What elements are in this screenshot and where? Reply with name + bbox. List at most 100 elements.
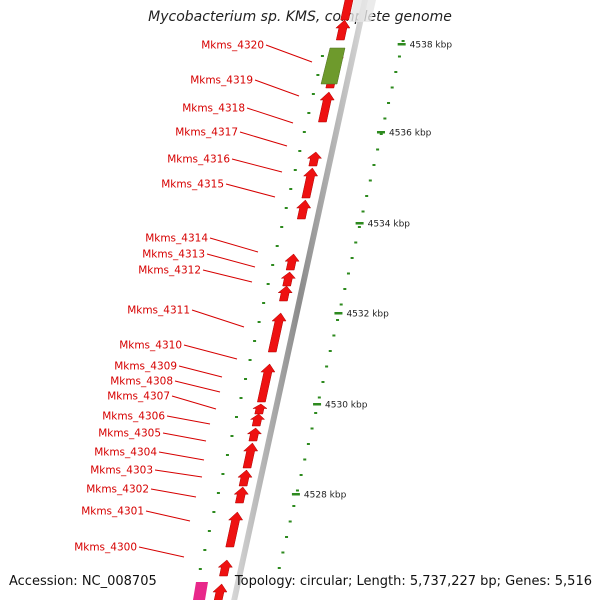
tick-mark [311, 93, 315, 95]
tick-mark [401, 40, 405, 42]
scale-major-tick [355, 222, 364, 225]
gene-label: Mkms_4300 [74, 542, 137, 554]
tick-mark [316, 74, 320, 76]
tick-mark [365, 195, 369, 197]
gene-label: Mkms_4306 [102, 411, 165, 423]
tick-mark [295, 489, 299, 492]
tick-mark [397, 55, 401, 58]
gene-leader-line [202, 269, 253, 283]
gene-block-pink [193, 582, 208, 600]
gene-arrow [257, 363, 276, 403]
tick-mark [368, 179, 372, 182]
scale-major-tick [397, 43, 406, 46]
gene-arrow [251, 403, 268, 415]
gene-leader-line [231, 158, 283, 173]
tick-mark [257, 321, 261, 323]
gene-arrow [284, 253, 300, 271]
tick-mark [280, 226, 284, 228]
accession-text: Accession: NC_008705 [9, 574, 157, 589]
gene-label: Mkms_4311 [127, 305, 190, 317]
gene-arrow [217, 559, 233, 577]
gene-label: Mkms_4315 [161, 179, 224, 191]
scale-label: 4534 kbp [368, 220, 411, 230]
tick-mark [390, 86, 394, 89]
gene-arrow [306, 151, 323, 167]
gene-leader-line [145, 510, 191, 522]
tick-mark [310, 427, 314, 430]
tick-mark [314, 412, 318, 414]
gene-arrow [237, 469, 253, 487]
gene-label: Mkms_4301 [81, 506, 144, 518]
tick-mark [271, 264, 275, 266]
tick-mark [289, 188, 293, 190]
gene-label: Mkms_4307 [107, 391, 170, 403]
tick-mark [379, 133, 383, 135]
gene-leader-line [138, 546, 185, 558]
tick-mark [244, 378, 248, 380]
tick-mark [306, 443, 310, 445]
tick-mark [387, 102, 391, 104]
gene-label: Mkms_4302 [86, 484, 149, 496]
gene-leader-line [166, 415, 211, 425]
gene-label: Mkms_4316 [167, 154, 230, 166]
gene-leader-line [254, 79, 300, 97]
gene-arrow [246, 427, 263, 442]
tick-mark [350, 257, 354, 259]
tick-mark [239, 397, 243, 399]
tick-mark [292, 505, 296, 507]
gene-label: Mkms_4313 [142, 249, 205, 261]
gene-block-olive [320, 47, 346, 85]
tick-mark [203, 549, 207, 551]
tick-mark [198, 568, 202, 570]
gene-arrow [267, 312, 287, 353]
gene-label: Mkms_4314 [145, 233, 208, 245]
tick-mark [307, 112, 311, 114]
gene-leader-line [162, 432, 207, 442]
tick-mark [357, 226, 361, 228]
tick-mark [303, 458, 307, 461]
gene-label: Mkms_4318 [182, 103, 245, 115]
genome-info-text: Topology: circular; Length: 5,737,227 bp… [234, 574, 592, 589]
tick-mark [285, 536, 289, 538]
tick-mark [248, 359, 252, 361]
gene-label: Mkms_4308 [110, 376, 173, 388]
tick-mark [298, 150, 302, 152]
tick-mark [299, 474, 303, 476]
gene-arrow [335, 19, 351, 41]
scale-label: 4528 kbp [304, 491, 347, 501]
gene-arrow [277, 285, 293, 302]
tick-mark [212, 511, 216, 513]
tick-mark [302, 131, 306, 133]
tick-mark [216, 492, 220, 494]
tick-mark [325, 365, 329, 368]
gene-arrow [242, 442, 259, 469]
gene-leader-line [239, 131, 288, 147]
scale-major-tick [334, 312, 343, 315]
scale-major-tick [376, 131, 385, 134]
tick-mark [207, 530, 211, 532]
scale-label: 4538 kbp [410, 41, 453, 51]
tick-mark [225, 454, 229, 456]
backbone [231, 0, 368, 600]
tick-mark [288, 520, 292, 523]
scale-major-tick [313, 403, 322, 406]
tick-mark [383, 117, 387, 120]
tick-mark [284, 207, 288, 209]
gene-leader-line [178, 365, 223, 378]
tick-mark [321, 381, 325, 383]
tick-mark [346, 272, 350, 275]
gene-label: Mkms_4320 [201, 40, 264, 52]
tick-mark [277, 567, 281, 569]
gene-label: Mkms_4317 [175, 127, 238, 139]
tick-mark [343, 288, 347, 290]
gene-label: Mkms_4310 [119, 340, 182, 352]
tick-mark [317, 396, 321, 399]
tick-mark [275, 245, 279, 247]
tick-mark [221, 473, 225, 475]
gene-label: Mkms_4319 [190, 75, 253, 87]
gene-label: Mkms_4303 [90, 465, 153, 477]
tick-mark [320, 55, 324, 57]
tick-mark [281, 551, 285, 554]
gene-leader-line [150, 488, 197, 498]
